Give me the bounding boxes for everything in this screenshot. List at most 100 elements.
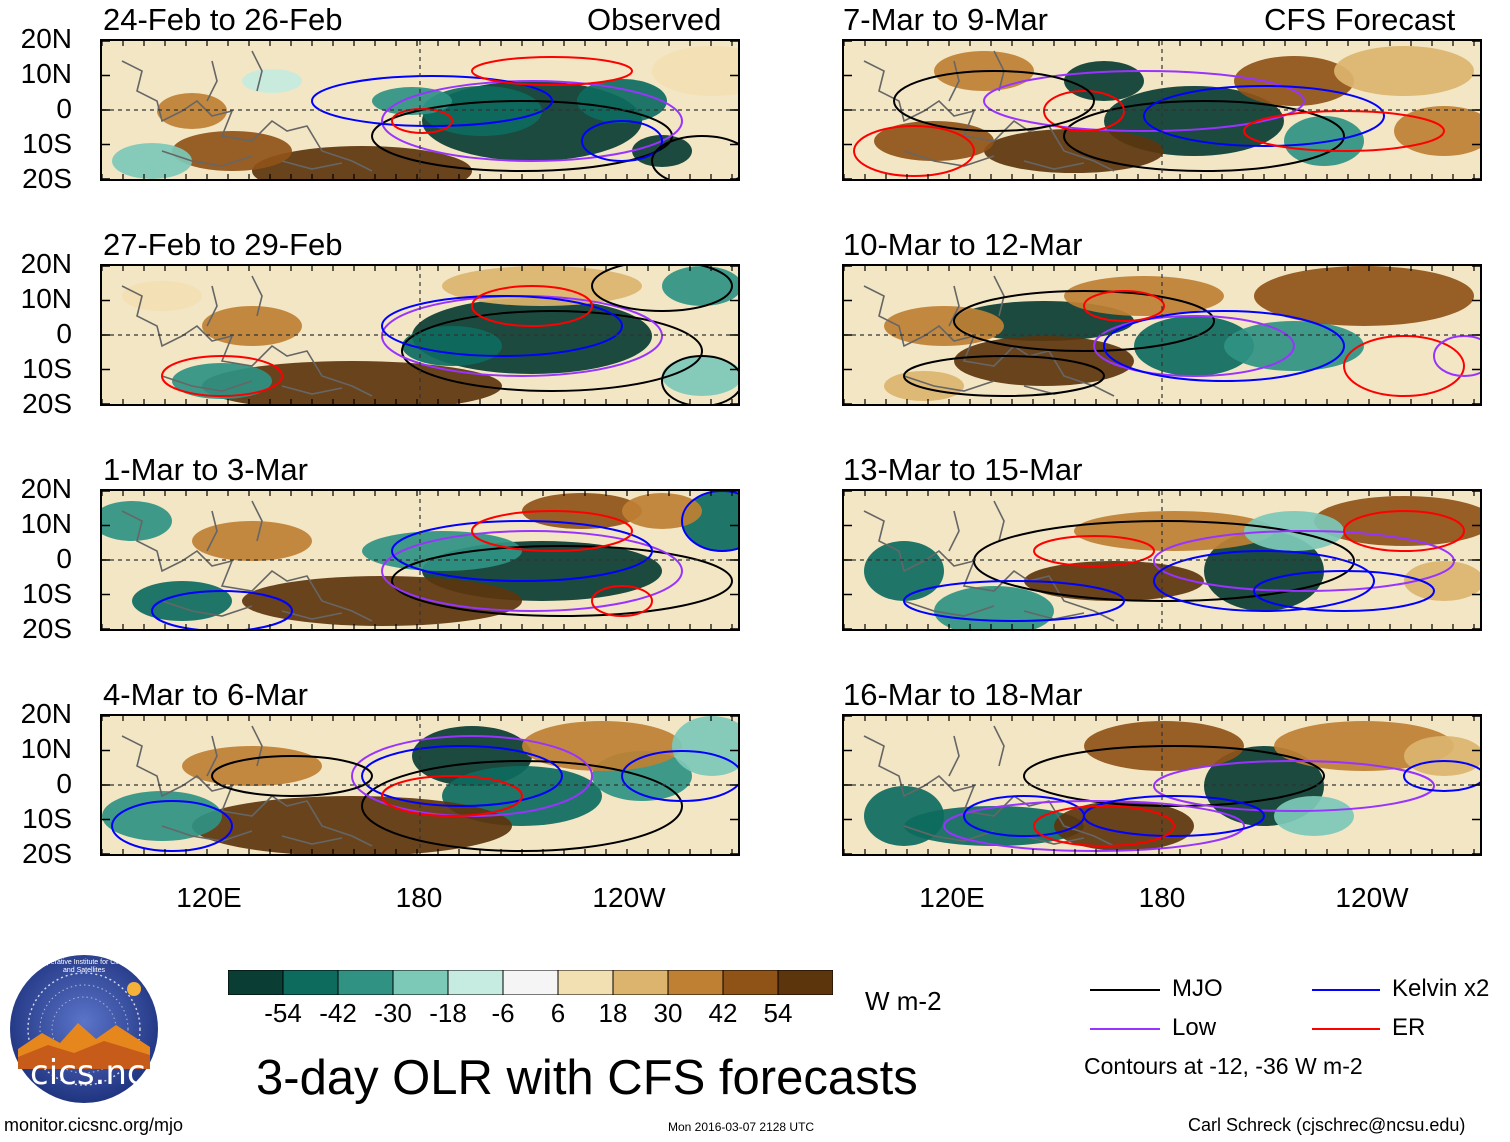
lon-label: 120W — [1335, 882, 1409, 913]
lon-label: 180 — [395, 882, 443, 913]
legend-label-kelvin: Kelvin x2 — [1392, 975, 1490, 1002]
olr-anomaly-blob — [252, 146, 472, 179]
colorbar-tick-label: -42 — [319, 998, 357, 1028]
olr-anomaly-blob — [864, 786, 944, 846]
wave-contour — [381, 530, 683, 612]
map-panel — [842, 489, 1482, 631]
wave-contour — [1143, 85, 1385, 147]
wave-contour — [973, 520, 1355, 602]
lat-label: 10N — [20, 283, 72, 314]
wave-contour — [1433, 335, 1480, 377]
panel-title: 1-Mar to 3-Mar — [103, 452, 308, 487]
wave-contour — [1343, 335, 1465, 397]
lat-label: 0 — [56, 543, 72, 574]
panel-title: 24-Feb to 26-Feb — [103, 2, 343, 37]
footer-url: monitor.cicsnc.org/mjo — [4, 1115, 184, 1135]
footer-credit: Carl Schreck (cjschrec@ncsu.edu) — [1188, 1115, 1466, 1135]
lat-label: 20N — [20, 23, 72, 54]
wave-contour — [1083, 290, 1165, 322]
lat-label: 10N — [20, 58, 72, 89]
wave-contour — [1153, 550, 1375, 612]
lon-label: 120E — [176, 882, 242, 913]
olr-anomaly-blob — [172, 131, 292, 171]
wave-contour — [471, 56, 633, 86]
wave-contour — [471, 510, 633, 552]
wave-contour — [903, 580, 1125, 622]
wave-contour — [651, 135, 738, 179]
colorbar-tick-label: 30 — [653, 998, 683, 1028]
wave-contour — [1023, 745, 1325, 807]
wave-contour — [1043, 90, 1125, 132]
olr-anomaly-blob — [1064, 276, 1224, 316]
wave-contour — [361, 745, 563, 807]
lat-label: 20S — [22, 613, 72, 644]
colorbar-swatch — [502, 969, 559, 996]
map-panel — [100, 714, 740, 856]
lat-label: 0 — [56, 768, 72, 799]
lat-label: 0 — [56, 93, 72, 124]
wave-contour — [1343, 510, 1465, 552]
olr-anomaly-blob — [652, 46, 738, 96]
wave-contour — [151, 590, 293, 629]
map-panel — [842, 39, 1482, 181]
olr-anomaly-blob — [202, 361, 502, 404]
olr-anomaly-blob — [122, 281, 202, 311]
olr-anomaly-blob — [1334, 46, 1474, 96]
wave-contour — [1033, 535, 1155, 567]
olr-map — [102, 266, 738, 404]
map-panel — [100, 39, 740, 181]
colorbar-units: W m-2 — [865, 986, 942, 1016]
olr-anomaly-blob — [1254, 266, 1474, 326]
lon-label: 180 — [1138, 882, 1186, 913]
olr-anomaly-blob — [1274, 796, 1354, 836]
olr-anomaly-blob — [192, 796, 512, 854]
colorbar-swatch — [722, 969, 779, 996]
lat-label: 20N — [20, 473, 72, 504]
wave-contour — [591, 585, 653, 617]
lat-label: 10N — [20, 733, 72, 764]
olr-anomaly-blob — [1404, 736, 1480, 776]
lat-label: 20S — [22, 388, 72, 419]
panel-title: 16-Mar to 18-Mar — [843, 677, 1083, 712]
lat-label: 20N — [20, 248, 72, 279]
lon-label: 120E — [919, 882, 985, 913]
lat-label: 10S — [22, 803, 72, 834]
colorbar-swatch — [557, 969, 614, 996]
olr-anomaly-blob — [884, 371, 964, 401]
wave-contour — [1243, 110, 1445, 152]
coastline — [863, 725, 1115, 847]
legend-line-kelvin — [1312, 989, 1380, 991]
legend-label-mjo: MJO — [1172, 975, 1223, 1002]
olr-map — [102, 716, 738, 854]
wave-contour — [381, 775, 523, 817]
wave-contour — [391, 520, 653, 582]
colorbar-tick-label: -18 — [429, 998, 467, 1028]
legend-line-low — [1090, 1028, 1160, 1030]
map-panel — [842, 264, 1482, 406]
colorbar-swatch — [777, 969, 834, 996]
lat-label: 20S — [22, 838, 72, 869]
logo-wordmark: cics.nc — [30, 1053, 146, 1093]
wave-contour — [381, 80, 683, 162]
wave-contour — [381, 295, 623, 357]
colorbar-swatch — [227, 969, 284, 996]
panel-title: 10-Mar to 12-Mar — [843, 227, 1083, 262]
colorbar-swatches — [227, 969, 834, 996]
olr-anomaly-blob — [1064, 61, 1144, 101]
wave-contour — [1063, 100, 1345, 172]
olr-anomaly-blob — [182, 746, 322, 786]
panel-title: 27-Feb to 29-Feb — [103, 227, 343, 262]
wave-contour — [983, 70, 1305, 132]
olr-anomaly-blob — [102, 501, 172, 541]
colorbar-tick-label: 42 — [708, 998, 738, 1028]
coastline — [121, 50, 373, 172]
legend-line-mjo — [1090, 989, 1160, 991]
olr-anomaly-blob — [1404, 561, 1480, 601]
legend-label-low: Low — [1172, 1014, 1217, 1041]
olr-anomaly-blob — [1234, 56, 1354, 106]
olr-anomaly-blob — [172, 363, 272, 399]
olr-anomaly-blob — [112, 143, 192, 179]
olr-anomaly-blob — [1394, 106, 1480, 156]
wave-contour — [471, 285, 593, 327]
contour-note: Contours at -12, -36 W m-2 — [1084, 1053, 1363, 1079]
